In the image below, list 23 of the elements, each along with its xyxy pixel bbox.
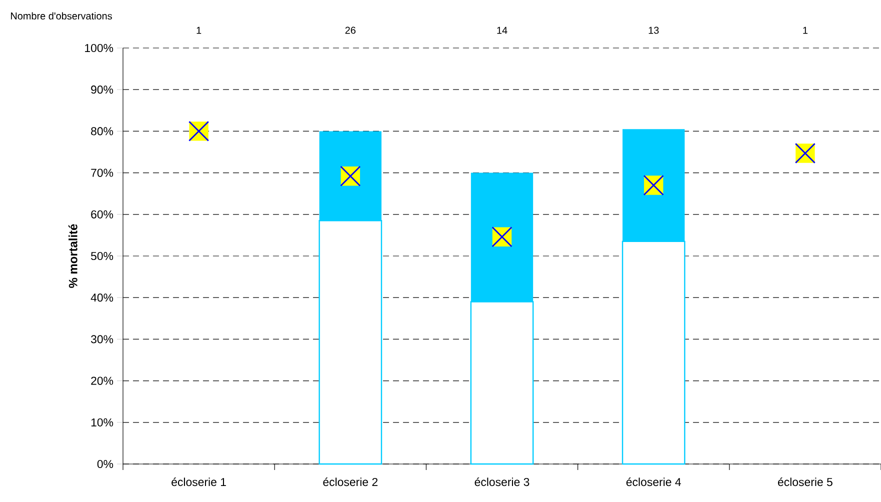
y-tick-label: 20%	[91, 376, 114, 385]
text: 1	[196, 26, 202, 34]
text: 13	[648, 26, 659, 34]
y-tick-label: 90%	[91, 86, 114, 94]
y-tick-label: 80%	[91, 127, 114, 136]
y-tick-label: 0%	[97, 460, 114, 468]
y-tick-label: 100%	[85, 44, 114, 52]
text: 1	[803, 26, 808, 34]
x-tick-label: écloserie 4	[626, 478, 681, 486]
y-tick-label: 10%	[91, 418, 114, 426]
x-tick-label: écloserie 1	[172, 478, 226, 486]
y-tick-label: 40%	[90, 294, 114, 302]
x-tick-label: écloserie 5	[778, 478, 832, 486]
y-tick-label: 60%	[91, 210, 114, 218]
y-tick-label: 70%	[91, 168, 114, 177]
text: Nombre d'observations	[11, 12, 112, 20]
text: 14	[497, 26, 508, 34]
y-tick-label: 30%	[90, 335, 114, 344]
y-tick-label: 50%	[91, 252, 114, 260]
x-tick-label: écloserie 2	[323, 478, 378, 486]
y-axis-title: % mortalité	[68, 224, 78, 288]
x-tick-label: écloserie 3	[474, 478, 530, 486]
text: 26	[345, 26, 356, 34]
